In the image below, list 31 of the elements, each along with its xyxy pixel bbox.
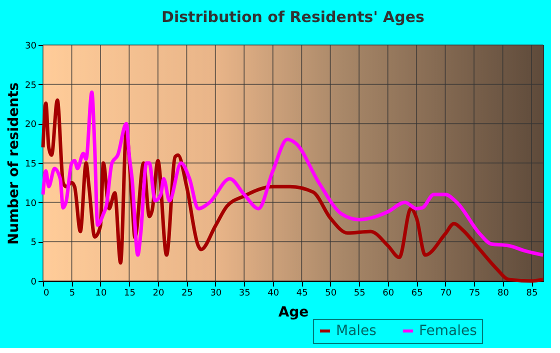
legend-label: Males <box>336 323 376 339</box>
x-tick-label: 60 <box>382 288 394 298</box>
x-tick-label: 55 <box>354 288 366 298</box>
x-axis-title: Age <box>278 304 309 320</box>
x-tick-label: 70 <box>440 288 452 298</box>
x-tick-label: 20 <box>152 288 164 298</box>
y-tick-label: 15 <box>25 160 36 170</box>
x-tick-label: 25 <box>181 288 193 298</box>
y-tick-label: 0 <box>30 278 37 288</box>
legend-label: Females <box>419 323 477 339</box>
x-tick-label: 30 <box>210 288 222 298</box>
x-tick-label: 45 <box>296 288 308 298</box>
x-tick-label: 5 <box>69 288 76 298</box>
y-tick-label: 20 <box>25 120 37 130</box>
x-tick-label: 0 <box>44 288 50 298</box>
x-tick-label: 75 <box>468 288 480 298</box>
x-tick-label: 10 <box>95 288 107 298</box>
x-tick-label: 15 <box>124 288 136 298</box>
x-tick-label: 35 <box>238 288 250 298</box>
x-tick-label: 80 <box>498 288 510 298</box>
y-tick-label: 5 <box>30 238 36 248</box>
x-tick-label: 65 <box>411 288 423 298</box>
x-tick-label: 40 <box>268 288 280 298</box>
x-tick-label: 50 <box>325 288 337 298</box>
y-tick-label: 10 <box>25 198 37 209</box>
y-tick-label: 25 <box>25 80 36 91</box>
y-axis-title: Number of residents <box>6 82 22 245</box>
chart-title: Distribution of Residents' Ages <box>162 8 425 26</box>
line-series <box>41 90 545 257</box>
y-tick-label: 30 <box>25 42 37 52</box>
x-tick-label: 85 <box>526 288 538 298</box>
